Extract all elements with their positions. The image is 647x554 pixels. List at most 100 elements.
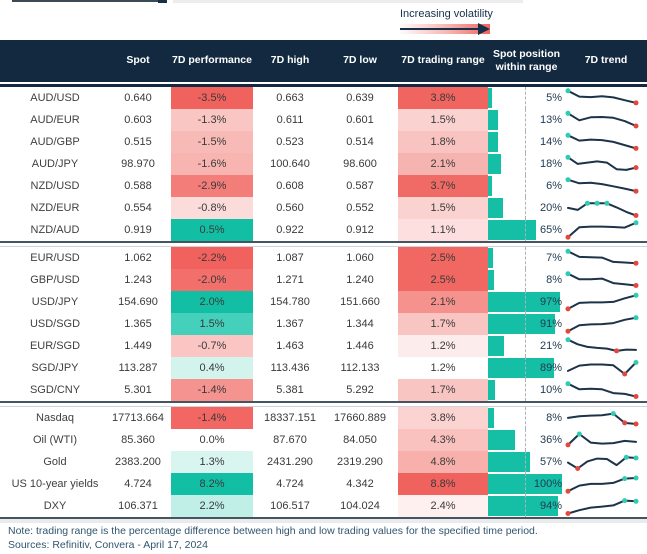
high-point-dot bbox=[594, 200, 600, 206]
trend-sparkline bbox=[565, 154, 639, 171]
high-value: 18337.151 bbox=[264, 412, 316, 424]
table-end-border bbox=[0, 517, 647, 523]
range-midline bbox=[525, 247, 526, 269]
position-bar bbox=[488, 220, 537, 240]
pair-label: SGD/CNY bbox=[29, 384, 81, 396]
low-value: 0.601 bbox=[346, 114, 374, 126]
table-row[interactable]: Oil (WTI) 85.360 0.0% 87.670 84.050 4.3% 36% bbox=[0, 429, 647, 451]
high-value: 1.271 bbox=[276, 274, 304, 286]
table-row[interactable]: USD/SGD 1.365 1.5% 1.367 1.344 1.7% 91% bbox=[0, 313, 647, 335]
low-point-dot bbox=[633, 283, 639, 288]
low-point-dot bbox=[633, 260, 639, 266]
low-value: 0.514 bbox=[346, 136, 374, 148]
low-value: 1.240 bbox=[346, 274, 374, 286]
position-cell: 10% bbox=[488, 379, 565, 401]
trading-range-cell: 1.8% bbox=[398, 131, 488, 153]
trend-sparkline bbox=[567, 200, 639, 218]
range-midline bbox=[525, 219, 526, 241]
spot-value: 0.640 bbox=[124, 92, 152, 104]
position-label: 13% bbox=[539, 114, 562, 126]
table-row[interactable]: EUR/USD 1.062 -2.2% 1.087 1.060 2.5% 7% bbox=[0, 247, 647, 269]
table-row[interactable]: USD/JPY 154.690 2.0% 154.780 151.660 2.1% 97% bbox=[0, 291, 647, 313]
cropped-element-strip bbox=[173, 0, 523, 3]
high-value: 113.436 bbox=[270, 362, 310, 374]
trading-range-cell: 4.3% bbox=[398, 429, 488, 451]
trend-sparkline bbox=[565, 177, 639, 194]
table-body: AUD/USD 0.640 -3.5% 0.663 0.639 3.8% 5% AUD/EUR… bbox=[0, 87, 647, 517]
position-cell: 91% bbox=[488, 313, 565, 335]
trading-range-cell: 4.8% bbox=[398, 451, 488, 473]
performance-cell: -1.5% bbox=[171, 131, 253, 153]
high-point-dot bbox=[623, 454, 629, 460]
trend-sparkline bbox=[565, 271, 639, 288]
position-label: 8% bbox=[546, 412, 562, 424]
spot-value: 1.449 bbox=[124, 340, 152, 352]
table-row[interactable]: SGD/CNY 5.301 -1.4% 5.381 5.292 1.7% 10% bbox=[0, 379, 647, 401]
trading-range-cell: 1.5% bbox=[398, 109, 488, 131]
position-cell: 97% bbox=[488, 291, 565, 313]
table-row[interactable]: AUD/JPY 98.970 -1.6% 100.640 98.600 2.1% 18% bbox=[0, 153, 647, 175]
position-cell: 8% bbox=[488, 407, 565, 429]
position-bar bbox=[488, 154, 502, 174]
range-midline bbox=[525, 495, 526, 517]
high-point-dot bbox=[565, 248, 571, 254]
spot-value: 106.371 bbox=[118, 500, 158, 512]
trading-range-cell: 3.8% bbox=[398, 407, 488, 429]
table-row[interactable]: GBP/USD 1.243 -2.0% 1.271 1.240 2.5% 8% bbox=[0, 269, 647, 291]
table-row[interactable]: AUD/USD 0.640 -3.5% 0.663 0.639 3.8% 5% bbox=[0, 87, 647, 109]
trading-range-cell: 2.4% bbox=[398, 495, 488, 517]
table-row[interactable]: Gold 2383.200 1.3% 2431.290 2319.290 4.8% 57% bbox=[0, 451, 647, 473]
range-midline bbox=[525, 357, 526, 379]
trend-sparkline bbox=[565, 498, 639, 516]
position-bar bbox=[488, 336, 504, 356]
high-value: 100.640 bbox=[270, 158, 310, 170]
pair-label: NZD/USD bbox=[30, 180, 80, 192]
high-point-dot bbox=[622, 476, 628, 482]
group-separator bbox=[0, 401, 647, 407]
pair-label: NZD/EUR bbox=[30, 202, 80, 214]
table-row[interactable]: AUD/EUR 0.603 -1.3% 0.611 0.601 1.5% 13% bbox=[0, 109, 647, 131]
table-row[interactable]: NZD/USD 0.588 -2.9% 0.608 0.587 3.7% 6% bbox=[0, 175, 647, 197]
volatility-gradient-arrow bbox=[400, 23, 490, 35]
table-row[interactable]: NZD/AUD 0.919 0.5% 0.922 0.912 1.1% 65% bbox=[0, 219, 647, 241]
pair-label: AUD/GBP bbox=[30, 136, 80, 148]
low-value: 104.024 bbox=[340, 500, 380, 512]
arrow-line bbox=[400, 28, 482, 30]
position-bar bbox=[488, 248, 494, 268]
table-row[interactable]: EUR/SGD 1.449 -0.7% 1.463 1.446 1.2% 21% bbox=[0, 335, 647, 357]
high-value: 0.608 bbox=[276, 180, 304, 192]
position-bar bbox=[488, 452, 531, 472]
table-row[interactable]: Nasdaq 17713.664 -1.4% 18337.151 17660.889 3.… bbox=[0, 407, 647, 429]
trend-sparkline bbox=[565, 88, 639, 106]
header-underline bbox=[0, 84, 647, 87]
trend-cell bbox=[565, 495, 647, 517]
table-row[interactable]: US 10-year yields 4.724 8.2% 4.724 4.342 8.8%… bbox=[0, 473, 647, 495]
table-row[interactable]: AUD/GBP 0.515 -1.5% 0.523 0.514 1.8% 14% bbox=[0, 131, 647, 153]
low-value: 0.639 bbox=[346, 92, 374, 104]
trading-range-cell: 8.8% bbox=[398, 473, 488, 495]
pair-label: DXY bbox=[43, 500, 67, 512]
table-row[interactable]: NZD/EUR 0.554 -0.8% 0.560 0.552 1.5% 20% bbox=[0, 197, 647, 219]
low-value: 0.912 bbox=[346, 224, 374, 236]
trend-sparkline bbox=[567, 454, 639, 471]
trading-range-cell: 2.1% bbox=[398, 153, 488, 175]
performance-cell: 2.0% bbox=[171, 291, 253, 313]
high-point-dot bbox=[633, 292, 639, 298]
spot-value: 85.360 bbox=[121, 434, 155, 446]
trading-range-cell: 1.2% bbox=[398, 357, 488, 379]
spot-value: 0.919 bbox=[124, 224, 152, 236]
trend-sparkline bbox=[565, 315, 639, 334]
pair-label: Nasdaq bbox=[36, 412, 74, 424]
table-row[interactable]: DXY 106.371 2.2% 106.517 104.024 2.4% 94% bbox=[0, 495, 647, 517]
pair-label: Gold bbox=[43, 456, 67, 468]
high-value: 0.560 bbox=[276, 202, 304, 214]
position-cell: 65% bbox=[488, 219, 565, 241]
high-point-dot bbox=[633, 220, 639, 226]
table-row[interactable]: SGD/JPY 113.287 0.4% 113.436 112.133 1.2% 89% bbox=[0, 357, 647, 379]
trend-sparkline bbox=[565, 110, 639, 129]
trend-sparkline bbox=[565, 381, 639, 399]
performance-cell: -1.4% bbox=[171, 379, 253, 401]
trend-sparkline bbox=[565, 431, 637, 448]
spot-value: 154.690 bbox=[118, 296, 158, 308]
range-midline bbox=[525, 429, 526, 451]
